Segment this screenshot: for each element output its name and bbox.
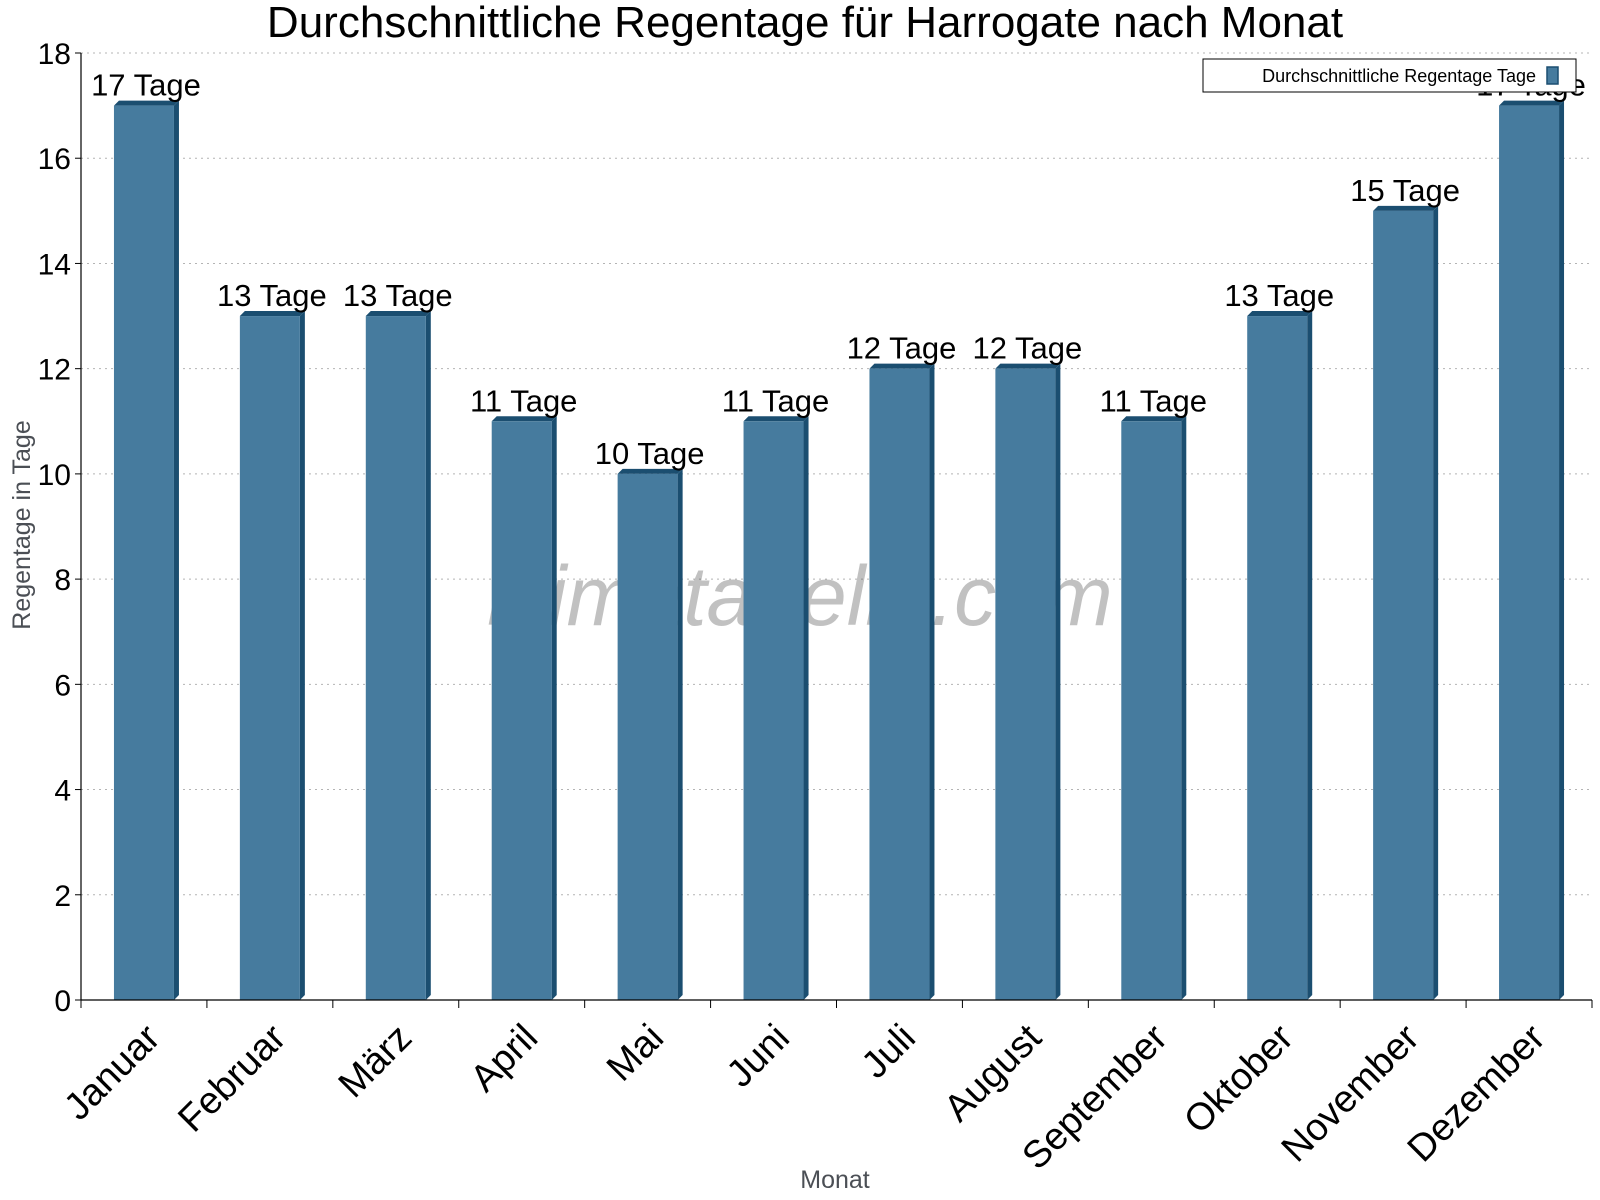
legend: Durchschnittliche Regentage Tage <box>1202 58 1577 93</box>
bar-top <box>113 100 179 106</box>
data-label: 13 Tage <box>217 278 327 313</box>
y-tick-label: 10 <box>38 459 71 492</box>
data-label: 12 Tage <box>972 331 1082 366</box>
bar-top <box>743 416 809 422</box>
bar-top <box>239 311 305 317</box>
bar-juni <box>743 416 809 1000</box>
y-tick-label: 12 <box>38 354 71 387</box>
data-label: 17 Tage <box>91 68 201 103</box>
data-label: 11 Tage <box>1100 383 1207 418</box>
bar-front <box>743 421 804 1000</box>
x-tick-label: August <box>936 1016 1050 1130</box>
legend-box <box>1202 58 1577 93</box>
bar-front <box>1499 105 1560 1001</box>
x-tick-label: Mai <box>599 1017 672 1090</box>
bar-side <box>803 416 809 1000</box>
bar-august <box>995 363 1061 1001</box>
data-label: 10 Tage <box>595 436 705 471</box>
bar-front <box>1247 316 1308 1000</box>
bar-top <box>365 311 431 317</box>
bar-front <box>365 316 426 1000</box>
chart-title: Durchschnittliche Regentage für Harrogat… <box>267 0 1343 47</box>
bar-september <box>1121 416 1187 1000</box>
y-tick-label: 4 <box>54 775 71 808</box>
y-tick-label: 18 <box>38 38 71 71</box>
bar-side <box>425 311 431 1000</box>
legend-entry-label: Durchschnittliche Regentage Tage <box>1262 66 1536 86</box>
x-tick-label: Oktober <box>1176 1016 1302 1142</box>
x-tick-label: Februar <box>170 1016 294 1140</box>
bar-top <box>1499 100 1565 106</box>
bar-top <box>1247 311 1313 317</box>
bar-november <box>1373 205 1439 1001</box>
bar-front <box>491 421 552 1000</box>
bar-top <box>869 363 935 369</box>
bar-top <box>617 468 683 474</box>
bar-april <box>491 416 557 1000</box>
x-tick-label: Juni <box>719 1017 798 1096</box>
y-tick-label: 16 <box>38 143 71 176</box>
data-labels: 17 Tage 13 Tage 13 Tage 11 Tage 10 Tage 11 Ta… <box>91 68 1586 471</box>
bar-side <box>173 100 179 1001</box>
bar-side <box>929 363 935 1001</box>
x-tick-label: Dezember <box>1400 1016 1554 1170</box>
data-label: 12 Tage <box>847 331 957 366</box>
bar-front <box>113 105 174 1001</box>
x-tick-label: Juli <box>854 1017 924 1087</box>
bar-front <box>869 368 930 1001</box>
y-tick-label: 8 <box>54 564 71 597</box>
bar-januar <box>113 100 179 1001</box>
bar-side <box>299 311 305 1000</box>
bar-februar <box>239 311 305 1000</box>
bar-dezember <box>1499 100 1565 1001</box>
bar-side <box>1433 205 1439 1001</box>
legend-swatch <box>1546 66 1559 85</box>
bar-front <box>1121 421 1182 1000</box>
data-label: 11 Tage <box>722 383 829 418</box>
data-label: 13 Tage <box>343 278 453 313</box>
bar-märz <box>365 311 431 1000</box>
y-tick-label: 2 <box>54 880 71 913</box>
bar-top <box>1121 416 1187 422</box>
x-axis-label: Monat <box>800 1166 870 1194</box>
bar-front <box>239 316 300 1000</box>
bar-mai <box>617 468 683 1000</box>
bar-front <box>617 473 678 1000</box>
data-label: 11 Tage <box>470 383 577 418</box>
bar-side <box>1307 311 1313 1000</box>
bar-top <box>1373 205 1439 211</box>
y-tick-label: 0 <box>54 985 71 1018</box>
bar-juli <box>869 363 935 1001</box>
bar-side <box>1181 416 1187 1000</box>
bar-top <box>491 416 557 422</box>
bar-side <box>1559 100 1565 1001</box>
y-tick-label: 14 <box>38 248 71 281</box>
y-axis-label: Regentage in Tage <box>8 420 36 629</box>
bar-side <box>677 468 683 1000</box>
bar-top <box>995 363 1061 369</box>
bar-front <box>995 368 1056 1001</box>
x-tick-label: April <box>463 1017 546 1100</box>
bars <box>113 100 1565 1001</box>
x-tick-label: März <box>331 1017 420 1106</box>
data-label: 13 Tage <box>1224 278 1334 313</box>
y-tick-label: 6 <box>54 669 71 702</box>
x-tick-label: Januar <box>56 1016 168 1128</box>
bar-side <box>1055 363 1061 1001</box>
bar-oktober <box>1247 311 1313 1000</box>
bar-side <box>551 416 557 1000</box>
data-label: 15 Tage <box>1350 173 1460 208</box>
x-tick-label: November <box>1274 1016 1428 1170</box>
bar-front <box>1373 210 1434 1001</box>
